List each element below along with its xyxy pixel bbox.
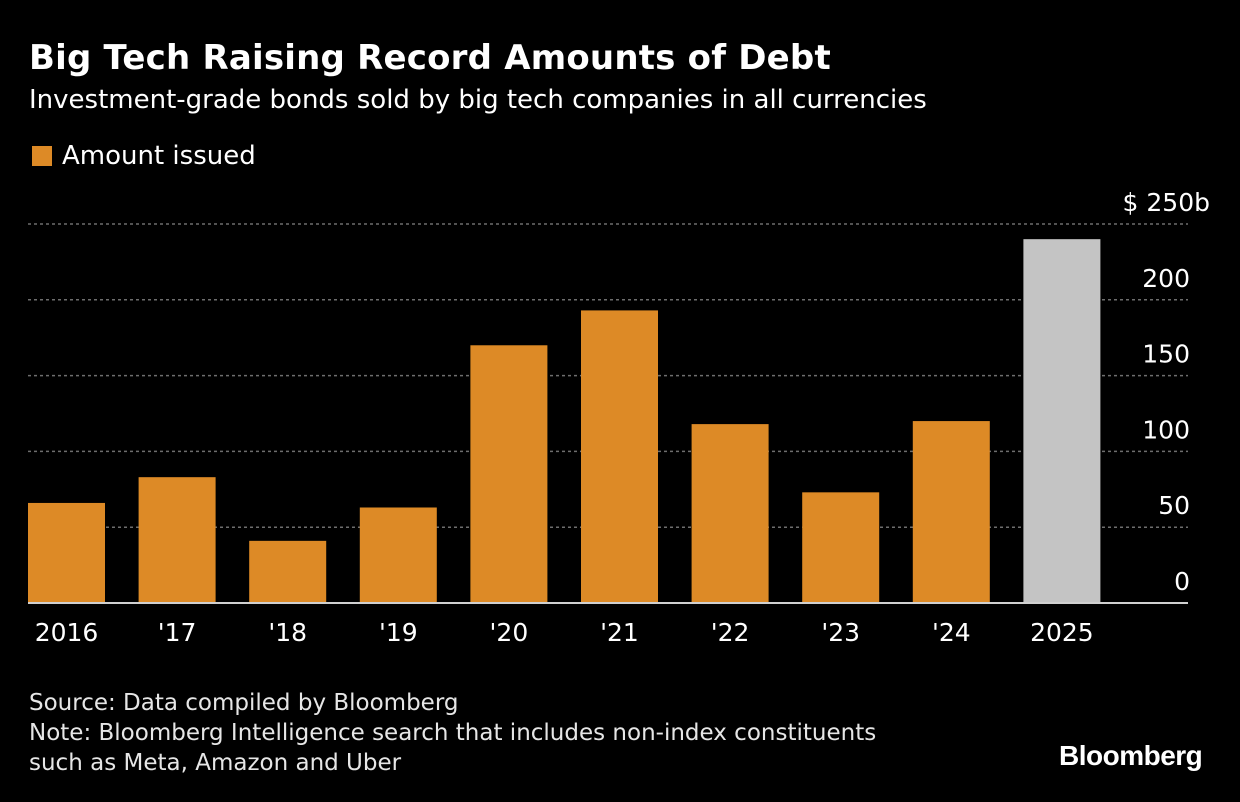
chart-footer: Source: Data compiled by Bloomberg Note:… bbox=[29, 688, 876, 778]
x-tick-label-23: '23 bbox=[821, 618, 860, 647]
chart-subtitle: Investment-grade bonds sold by big tech … bbox=[29, 85, 927, 115]
bar-21 bbox=[581, 310, 658, 603]
legend-swatch-amount-issued bbox=[32, 146, 52, 166]
x-tick-label-2025: 2025 bbox=[1030, 618, 1094, 647]
x-tick-label-22: '22 bbox=[711, 618, 750, 647]
x-tick-label-21: '21 bbox=[600, 618, 639, 647]
bar-18 bbox=[249, 540, 327, 603]
bar-23 bbox=[802, 492, 880, 603]
x-tick-label-17: '17 bbox=[158, 618, 197, 647]
x-tick-label-18: '18 bbox=[268, 618, 307, 647]
x-tick-label-20: '20 bbox=[490, 618, 529, 647]
y-tick-label-0: 0 bbox=[1174, 567, 1190, 596]
y-tick-label-100: 100 bbox=[1142, 415, 1190, 444]
bar-17 bbox=[138, 477, 216, 603]
legend: Amount issued bbox=[32, 141, 256, 171]
bar-chart: 2016 '17 '18 '19 '20 '21 '22 '23 '24 2025 0 50 100 15… bbox=[28, 188, 1210, 647]
y-tick-label-250: $ 250b bbox=[1123, 188, 1210, 217]
bar-2016 bbox=[28, 502, 105, 603]
y-tick-label-200: 200 bbox=[1142, 264, 1190, 293]
bar-24 bbox=[912, 421, 990, 603]
bar-19 bbox=[359, 507, 437, 603]
y-tick-label-150: 150 bbox=[1142, 340, 1190, 369]
bar-22 bbox=[691, 424, 769, 603]
y-tick-label-50: 50 bbox=[1158, 491, 1190, 520]
bar-2025 bbox=[1023, 239, 1101, 603]
bar-20 bbox=[470, 345, 548, 603]
x-tick-label-19: '19 bbox=[379, 618, 418, 647]
legend-label-amount-issued: Amount issued bbox=[62, 141, 256, 171]
bloomberg-logo: Bloomberg bbox=[1059, 740, 1203, 771]
x-tick-label-24: '24 bbox=[932, 618, 971, 647]
source-note: Source: Data compiled by Bloomberg bbox=[29, 690, 459, 716]
note-line-2: such as Meta, Amazon and Uber bbox=[29, 750, 402, 776]
chart-title: Big Tech Raising Record Amounts of Debt bbox=[29, 38, 831, 78]
x-tick-label-2016: 2016 bbox=[35, 618, 99, 647]
note-line-1: Note: Bloomberg Intelligence search that… bbox=[29, 720, 877, 746]
